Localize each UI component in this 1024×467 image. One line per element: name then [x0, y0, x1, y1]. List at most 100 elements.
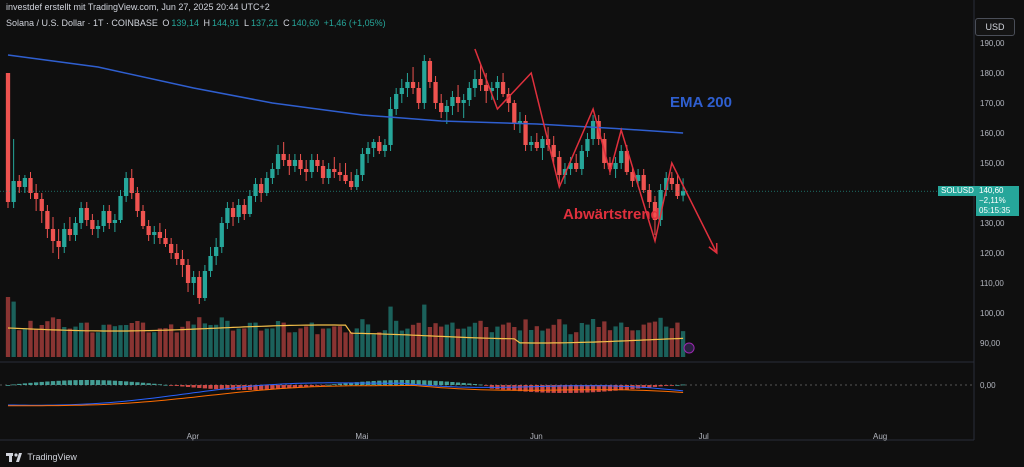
macd-histogram-bar [585, 385, 590, 393]
volume-bar [236, 328, 241, 357]
candle-body [253, 184, 258, 196]
volume-bar [62, 327, 67, 357]
macd-histogram-bar [433, 380, 438, 385]
volume-bar [619, 322, 624, 357]
macd-histogram-bar [135, 382, 140, 385]
macd-histogram-bar [562, 385, 568, 393]
candle-body [467, 88, 472, 100]
legend-symbol[interactable]: Solana / U.S. Dollar · 1T · COINBASE [6, 18, 158, 28]
candle-body [517, 121, 523, 124]
candle-body [208, 256, 213, 271]
macd-histogram-bar [613, 385, 618, 391]
macd-histogram-bar [56, 380, 61, 385]
attribution-text: investdef erstellt mit TradingView.com, … [6, 2, 270, 12]
volume-bar [242, 328, 247, 357]
macd-histogram-bar [658, 385, 663, 387]
volume-bar [326, 328, 331, 357]
macd-histogram-bar [349, 382, 354, 385]
volume-bar [180, 326, 185, 357]
macd-histogram-bar [624, 385, 629, 390]
volume-bar [635, 330, 641, 357]
candle-body [146, 226, 151, 235]
macd-histogram-bar [523, 385, 528, 392]
volume-bar [422, 304, 427, 357]
price-tick-label: 160,00 [980, 129, 1005, 138]
candle-body [506, 94, 511, 103]
currency-button[interactable]: USD [975, 18, 1015, 36]
macd-histogram-bar [275, 385, 281, 390]
candle-body [523, 121, 528, 145]
candle-body [73, 223, 78, 235]
candle-body [675, 184, 680, 196]
macd-histogram-bar [84, 380, 89, 385]
volume-bar [208, 325, 213, 357]
macd-histogram-bar [450, 381, 455, 385]
time-tick-label: Jun [530, 432, 543, 441]
price-tick-label: 180,00 [980, 69, 1005, 78]
volume-bar [489, 332, 494, 357]
macd-histogram-bar [264, 385, 269, 390]
volume-bar [304, 326, 309, 357]
macd-histogram-bar [50, 381, 56, 385]
volume-bar [562, 324, 568, 357]
footer-brand: TradingView [6, 452, 77, 463]
candle-body [298, 160, 303, 169]
candle-body [495, 82, 500, 88]
macd-histogram-bar [247, 385, 253, 390]
candle-body [5, 73, 11, 202]
volume-bar [309, 322, 314, 357]
symbol-legend: Solana / U.S. Dollar · 1T · COINBASE O 13… [6, 18, 388, 28]
price-tick-label: 130,00 [980, 219, 1005, 228]
volume-bar [292, 332, 298, 357]
volume-bar [320, 328, 326, 357]
candle-body [365, 148, 371, 154]
volume-bar [146, 332, 151, 357]
macd-histogram-bar [320, 385, 326, 386]
macd-histogram-bar [146, 383, 151, 385]
volume-bar [394, 320, 399, 357]
footer-brand-name: TradingView [27, 452, 77, 462]
volume-bar [163, 328, 168, 357]
candle-body [337, 172, 343, 175]
volume-bar [478, 320, 483, 357]
volume-bar [22, 328, 28, 357]
legend-close-label: C [283, 18, 290, 28]
candle-body [399, 88, 404, 94]
candle-body [647, 190, 652, 202]
volume-bar [641, 324, 646, 357]
volume-bar [405, 328, 410, 357]
candle-body [304, 169, 309, 172]
macd-histogram-bar [472, 383, 478, 385]
legend-low-value: 137,21 [251, 18, 279, 28]
macd-histogram-bar [28, 382, 33, 385]
volume-bar [388, 306, 393, 357]
candle-body [478, 79, 483, 85]
volume-bar [517, 330, 523, 357]
volume-bar [371, 334, 376, 357]
candle-body [579, 151, 584, 169]
macd-histogram-bar [124, 381, 129, 385]
candle-body [613, 163, 618, 169]
candle-body [461, 100, 466, 103]
volume-bar [444, 324, 449, 357]
macd-histogram-bar [574, 385, 579, 393]
macd-histogram-bar [191, 385, 196, 388]
macd-histogram-bar [78, 380, 84, 385]
candle-body [264, 178, 269, 193]
macd-histogram-bar [202, 385, 208, 389]
candle-body [78, 208, 84, 223]
volume-bar [202, 323, 208, 357]
volume-bar [433, 323, 438, 357]
volume-bar [484, 327, 489, 357]
macd-histogram-bar [67, 380, 73, 385]
downtrend-zigzag-line [474, 48, 718, 254]
volume-bar [360, 319, 365, 357]
volume-bar [298, 328, 303, 357]
macd-histogram-bar [45, 381, 50, 385]
macd-histogram-bar [259, 385, 264, 390]
macd-histogram-bar [230, 385, 236, 390]
volume-bar [107, 324, 112, 357]
volume-bar [579, 323, 584, 357]
candle-body [140, 211, 146, 226]
